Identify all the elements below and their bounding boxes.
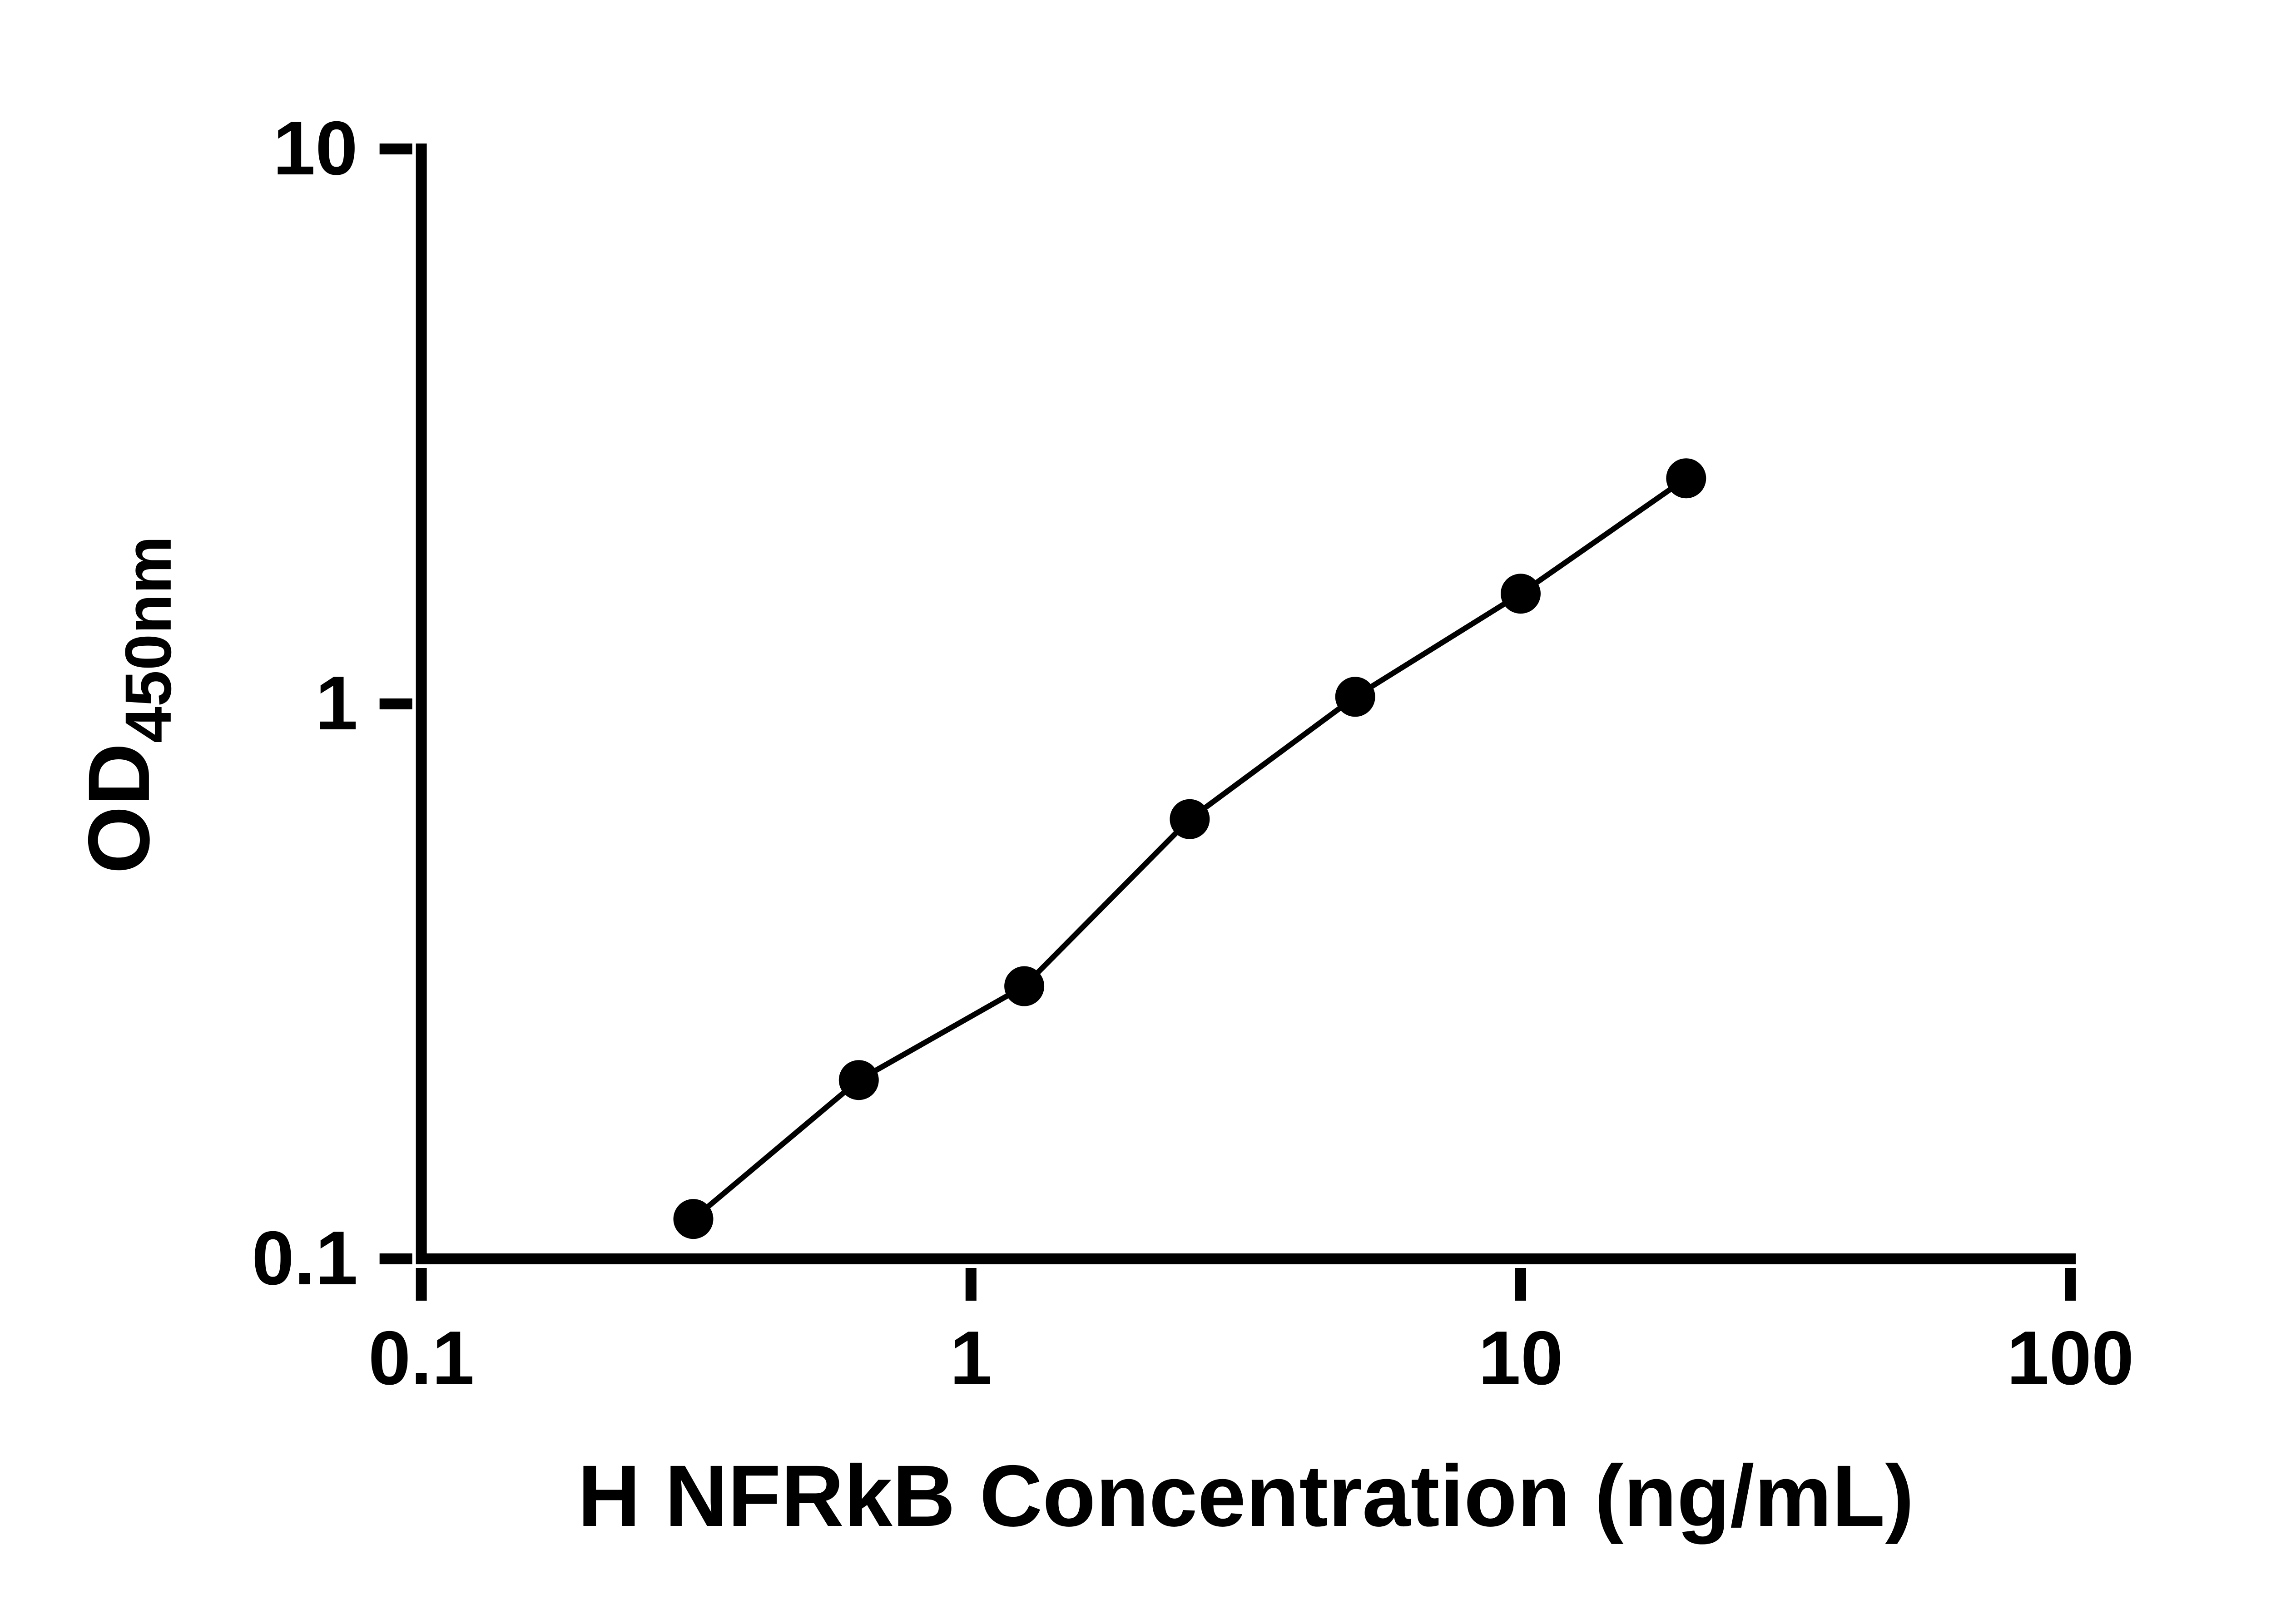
x-tick-label: 100 bbox=[2007, 1315, 2134, 1401]
y-axis-title-main: OD bbox=[70, 743, 168, 874]
plot-layer: 0.1 1 10 100 10 1 0.1 bbox=[252, 105, 2134, 1401]
data-point-marker bbox=[673, 1199, 714, 1239]
y-tick-label: 1 bbox=[315, 660, 357, 746]
x-tick-label: 10 bbox=[1478, 1315, 1563, 1401]
data-point-marker bbox=[1335, 677, 1375, 717]
x-axis-title: H NFRkB Concentration (ng/mL) bbox=[578, 1447, 1914, 1545]
x-tick-label: 1 bbox=[950, 1315, 992, 1401]
axis-spines bbox=[416, 144, 2076, 1264]
x-tick-label: 0.1 bbox=[368, 1315, 474, 1401]
y-tick-label: 10 bbox=[273, 105, 358, 191]
data-point-marker bbox=[1501, 574, 1541, 614]
y-tick-label: 0.1 bbox=[252, 1215, 357, 1301]
data-point-marker bbox=[1004, 966, 1045, 1006]
data-point-marker bbox=[1666, 458, 1706, 499]
y-axis-title-subscript: 450nm bbox=[112, 536, 185, 743]
data-point-marker bbox=[1170, 799, 1210, 839]
y-axis-title: OD450nm bbox=[70, 536, 185, 874]
data-point-marker bbox=[838, 1060, 879, 1100]
